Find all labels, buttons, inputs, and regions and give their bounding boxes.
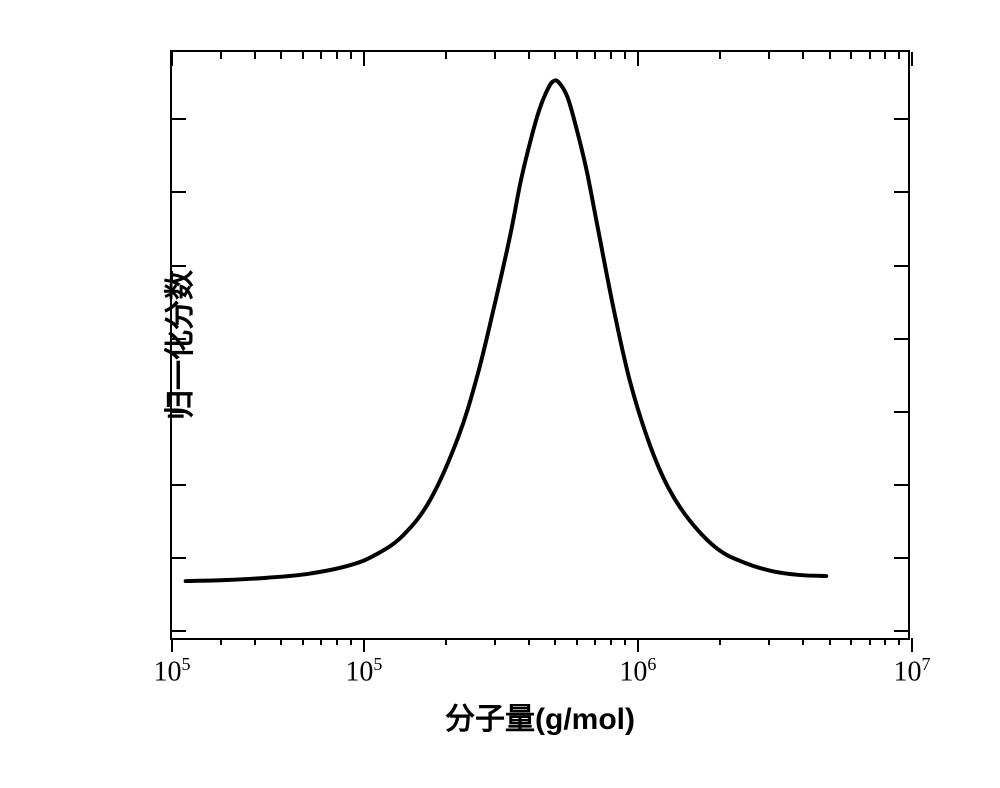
y-tick-major [172,630,186,632]
y-tick-major-right [894,411,908,413]
x-tick-minor [280,638,282,645]
y-tick-major-right [894,557,908,559]
x-tick-minor [829,638,831,645]
plot-area: 105105106107 归一化分数 分子量(g/mol) [170,50,910,640]
x-tick-minor-top [884,52,886,59]
x-tick-minor-top [576,52,578,59]
x-tick-minor-top [768,52,770,59]
x-tick-label: 105 [154,654,191,688]
x-tick-label: 105 [345,654,382,688]
x-tick-label: 107 [894,654,931,688]
x-tick-minor [850,638,852,645]
y-tick-major-right [894,630,908,632]
x-tick-minor-top [350,52,352,59]
x-tick-major [911,638,913,652]
x-tick-minor [302,638,304,645]
x-tick-minor-top [220,52,222,59]
x-tick-minor-top [445,52,447,59]
x-tick-minor [719,638,721,645]
y-tick-major-right [894,265,908,267]
x-tick-minor [554,638,556,645]
x-tick-minor [869,638,871,645]
x-axis-label: 分子量(g/mol) [445,694,635,738]
x-tick-minor-top [850,52,852,59]
x-tick-minor-top [829,52,831,59]
x-tick-major-top [171,52,173,66]
y-tick-major [172,191,186,193]
x-tick-minor [350,638,352,645]
x-tick-minor [768,638,770,645]
x-tick-minor [494,638,496,645]
x-tick-minor-top [898,52,900,59]
x-tick-minor-top [869,52,871,59]
x-tick-minor-top [254,52,256,59]
y-tick-major [172,265,186,267]
x-tick-major-top [637,52,639,66]
y-tick-major-right [894,118,908,120]
x-tick-minor [624,638,626,645]
x-tick-minor-top [610,52,612,59]
x-tick-minor-top [280,52,282,59]
x-tick-minor-top [302,52,304,59]
x-tick-major-top [363,52,365,66]
x-tick-major [637,638,639,652]
x-tick-minor-top [336,52,338,59]
x-tick-minor [220,638,222,645]
x-tick-minor-top [494,52,496,59]
x-tick-minor [445,638,447,645]
x-tick-minor-top [624,52,626,59]
y-tick-major [172,118,186,120]
x-tick-minor [884,638,886,645]
x-tick-minor-top [594,52,596,59]
y-tick-major-right [894,191,908,193]
y-axis-label: 归一化分数 [155,270,199,420]
x-tick-minor [802,638,804,645]
x-tick-minor-top [528,52,530,59]
y-tick-major [172,484,186,486]
x-tick-minor [898,638,900,645]
x-tick-minor [594,638,596,645]
x-tick-label: 106 [619,654,656,688]
x-tick-minor-top [719,52,721,59]
x-tick-minor [610,638,612,645]
x-tick-minor [320,638,322,645]
chart-container: 105 105 106 107 归一化分数 分子量(g/mol) [50,30,950,750]
x-tick-major [363,638,365,652]
x-tick-minor [528,638,530,645]
x-tick-minor [254,638,256,645]
x-tick-minor-top [802,52,804,59]
x-tick-minor-top [554,52,556,59]
x-tick-major-top [911,52,913,66]
x-tick-minor-top [320,52,322,59]
distribution-curve [172,52,908,638]
y-tick-major-right [894,484,908,486]
x-tick-major [171,638,173,652]
y-tick-major [172,557,186,559]
x-tick-minor [576,638,578,645]
y-tick-major-right [894,338,908,340]
x-tick-minor [336,638,338,645]
